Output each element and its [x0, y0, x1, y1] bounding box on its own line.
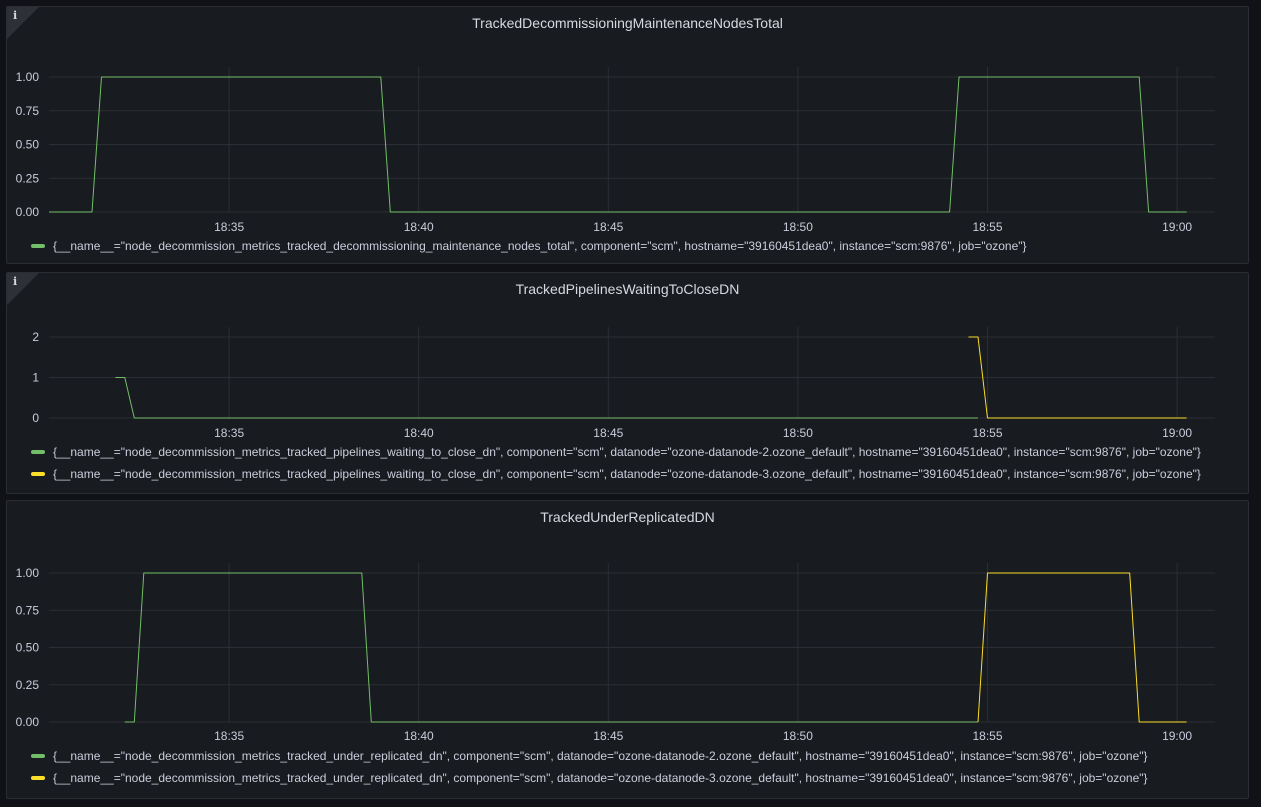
series-line[interactable]	[977, 572, 1187, 723]
x-tick-label: 18:45	[593, 220, 623, 234]
legend-label[interactable]: {__name__="node_decommission_metrics_tra…	[53, 771, 1148, 785]
panel-title[interactable]: TrackedPipelinesWaitingToCloseDN	[515, 281, 740, 297]
legend-swatch-yellow	[31, 776, 45, 780]
legend-label[interactable]: {__name__="node_decommission_metrics_tra…	[53, 467, 1201, 481]
x-tick-label: 18:35	[214, 729, 244, 743]
y-tick-label: 1	[32, 371, 39, 385]
panel-info-corner[interactable]	[7, 273, 39, 305]
panel-info-corner[interactable]	[7, 7, 39, 39]
panel-title[interactable]: TrackedDecommissioningMaintenanceNodesTo…	[472, 15, 783, 31]
legend-label[interactable]: {__name__="node_decommission_metrics_tra…	[53, 239, 1027, 253]
x-tick-label: 18:35	[214, 220, 244, 234]
x-tick-label: 19:00	[1162, 729, 1192, 743]
x-tick-label: 19:00	[1162, 220, 1192, 234]
series-line[interactable]	[115, 377, 978, 419]
panel-decommissioning-maintenance-nodes[interactable]: i TrackedDecommissioningMaintenanceNodes…	[6, 6, 1249, 264]
legend-swatch-green	[31, 450, 45, 454]
x-tick-label: 18:40	[404, 220, 434, 234]
x-tick-label: 18:45	[593, 729, 623, 743]
line-chart[interactable]: 0.00 0.25 0.50 0.75 1.00 18:35 18:40 18:45 18:50…	[7, 7, 1250, 265]
y-tick-label: 0.75	[16, 603, 40, 617]
y-tick-label: 0.00	[16, 205, 40, 219]
x-tick-label: 18:55	[972, 426, 1002, 440]
series-line[interactable]	[124, 572, 978, 723]
x-tick-label: 18:55	[972, 220, 1002, 234]
legend-swatch-green	[31, 244, 45, 248]
y-tick-label: 0.25	[16, 678, 40, 692]
panel-under-replicated-dn[interactable]: TrackedUnderReplicatedDN 0.00 0.25 0.50 0.7…	[6, 500, 1249, 799]
legend-swatch-yellow	[31, 472, 45, 476]
legend-item[interactable]: {__name__="node_decommission_metrics_tra…	[31, 239, 1027, 253]
info-icon[interactable]: i	[13, 9, 18, 22]
legend-label[interactable]: {__name__="node_decommission_metrics_tra…	[53, 445, 1201, 459]
x-tick-label: 18:50	[783, 426, 813, 440]
x-tick-label: 19:00	[1162, 426, 1192, 440]
y-tick-label: 0.50	[16, 138, 40, 152]
series-line[interactable]	[968, 336, 1187, 419]
y-tick-label: 0.50	[16, 641, 40, 655]
y-tick-label: 0.75	[16, 104, 40, 118]
legend-label[interactable]: {__name__="node_decommission_metrics_tra…	[53, 749, 1148, 763]
panel-pipelines-waiting-to-close[interactable]: i TrackedPipelinesWaitingToCloseDN 0 1 2 18…	[6, 272, 1249, 494]
y-tick-label: 1.00	[16, 70, 40, 84]
panel-title[interactable]: TrackedUnderReplicatedDN	[540, 509, 715, 525]
x-tick-label: 18:50	[783, 729, 813, 743]
info-icon[interactable]: i	[13, 275, 18, 288]
legend-item[interactable]: {__name__="node_decommission_metrics_tra…	[31, 771, 1148, 785]
x-tick-label: 18:35	[214, 426, 244, 440]
y-tick-label: 2	[32, 330, 39, 344]
line-chart[interactable]: 0 1 2 18:35 18:40 18:45 18:50 18:55 19:00	[7, 273, 1250, 495]
y-tick-label: 0.25	[16, 171, 40, 185]
y-tick-label: 0	[32, 411, 39, 425]
legend-swatch-green	[31, 754, 45, 758]
x-tick-label: 18:55	[972, 729, 1002, 743]
x-tick-label: 18:40	[404, 729, 434, 743]
x-tick-label: 18:40	[404, 426, 434, 440]
x-tick-label: 18:50	[783, 220, 813, 234]
y-tick-label: 1.00	[16, 566, 40, 580]
legend-item[interactable]: {__name__="node_decommission_metrics_tra…	[31, 749, 1148, 763]
y-tick-label: 0.00	[16, 715, 40, 729]
legend-item[interactable]: {__name__="node_decommission_metrics_tra…	[31, 467, 1201, 481]
line-chart[interactable]: 0.00 0.25 0.50 0.75 1.00 18:35 18:40 18:45 18:50…	[7, 501, 1250, 800]
series-line[interactable]	[49, 76, 1187, 213]
legend-item[interactable]: {__name__="node_decommission_metrics_tra…	[31, 445, 1201, 459]
x-tick-label: 18:45	[593, 426, 623, 440]
